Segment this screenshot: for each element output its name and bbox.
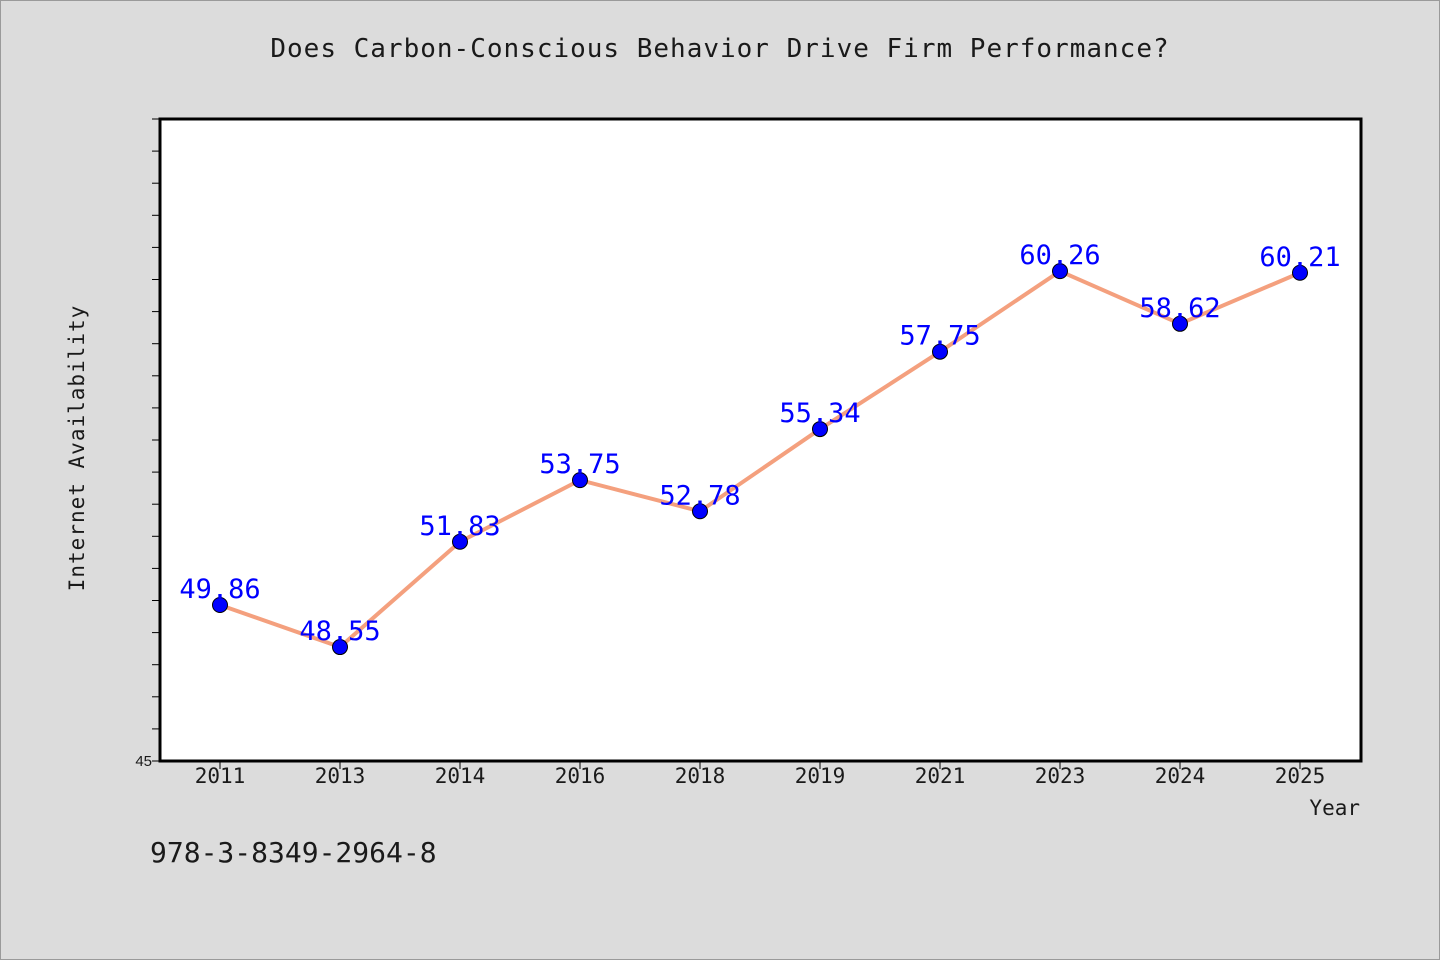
data-point [572,472,588,489]
x-ticks: 2011 2013 2014 2016 2018 2019 2021 2023 2024 2025 [195,761,1326,788]
series-line [218,269,1302,650]
data-label: 55.34 [779,398,860,429]
data-label: 58.62 [1139,293,1220,324]
x-axis-label: Year [1309,796,1360,820]
data-point [332,639,348,656]
data-point [452,533,468,550]
x-tick-label: 2024 [1155,764,1206,788]
data-label: 49.86 [179,574,260,605]
x-tick-label: 2019 [795,764,846,788]
isbn-text: 978-3-8349-2964-8 [150,836,437,869]
y-tick-label: 45 [135,753,152,770]
data-label: 60.26 [1019,240,1100,271]
data-label: 52.78 [659,480,740,511]
x-tick-label: 2016 [555,764,606,788]
data-label: 57.75 [899,321,980,352]
plot-area [158,117,1363,763]
x-tick-label: 2023 [1035,764,1086,788]
data-label: 60.21 [1259,242,1340,273]
y-ticks: 45 [135,118,160,770]
x-tick-label: 2011 [195,764,246,788]
data-point [692,503,708,520]
x-tick-label: 2025 [1275,764,1326,788]
data-point [1292,264,1308,281]
data-point [212,596,228,613]
data-label: 48.55 [299,616,380,647]
x-tick-label: 2013 [315,764,366,788]
chart-title: Does Carbon-Conscious Behavior Drive Fir… [270,34,1170,64]
x-tick-label: 2021 [915,764,966,788]
data-point [932,343,948,360]
x-tick-label: 2014 [435,764,486,788]
data-point [1052,263,1068,280]
x-tick-label: 2018 [675,764,726,788]
data-point [812,421,828,438]
data-label: 51.83 [419,511,500,542]
data-point [1172,315,1188,332]
data-label: 53.75 [539,449,620,480]
series-group: 49.86 48.55 51.83 53.75 52.78 55.34 57.75 60.26… [179,240,1341,656]
